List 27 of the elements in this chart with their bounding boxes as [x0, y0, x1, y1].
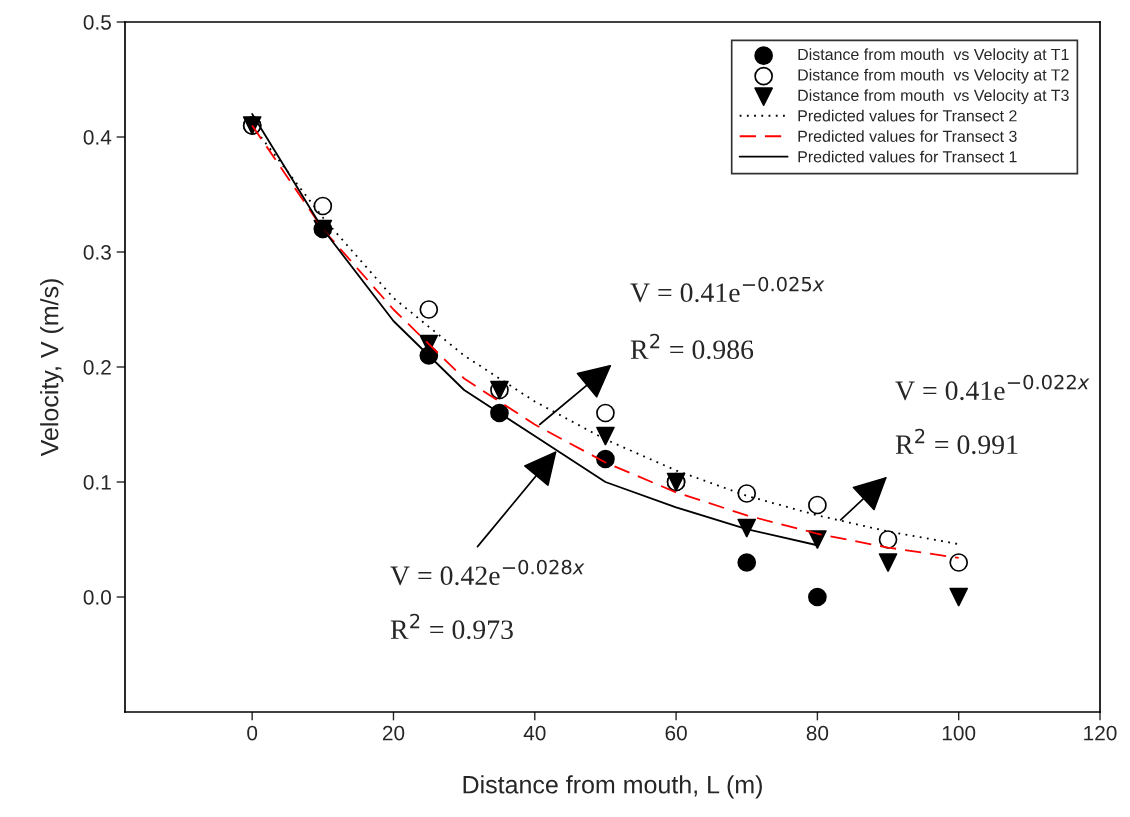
x-axis-title: Distance from mouth, L (m): [463, 775, 762, 799]
annotation: V = 0.41e$^{−0.025x}$: [630, 276, 825, 303]
legend-label: Distance from mouth vs Velocity at T3: [798, 89, 1069, 105]
y-tick-label: 0.2: [83, 360, 111, 375]
x-tick-label: 100: [942, 725, 976, 741]
legend-label: Distance from mouth vs Velocity at T2: [798, 68, 1069, 84]
y-tick-label: 0.0: [83, 590, 111, 605]
legend-label: Predicted values for Transect 3: [798, 130, 1017, 142]
annotation: V = 0.41e$^{−0.022x}$: [895, 374, 1090, 401]
annotation: R$^{2}$ = 0.973: [390, 613, 513, 640]
legend-label: Distance from mouth vs Velocity at T1: [798, 48, 1069, 64]
legend-label: Predicted values for Transect 2: [798, 109, 1017, 122]
x-tick-label: 20: [382, 725, 405, 741]
x-tick-label: 0: [247, 725, 258, 741]
y-tick-label: 0.4: [83, 130, 112, 145]
legend-label: Predicted values for Transect 1: [798, 150, 1017, 163]
x-tick-label: 40: [523, 725, 546, 741]
y-tick-label: 0.1: [83, 475, 111, 490]
y-tick-label: 0.5: [83, 15, 111, 30]
x-tick-label: 80: [806, 725, 829, 741]
x-tick-label: 120: [1084, 725, 1117, 741]
annotation: R$^{2}$ = 0.986: [630, 333, 754, 360]
annotation: V = 0.42e$^{−0.028x}$: [390, 559, 585, 586]
annotation: R$^{2}$ = 0.991: [895, 428, 1018, 455]
x-tick-label: 60: [665, 725, 687, 741]
y-tick-label: 0.3: [83, 245, 111, 260]
y-axis-title: Velocity, V (m/s): [40, 279, 64, 457]
